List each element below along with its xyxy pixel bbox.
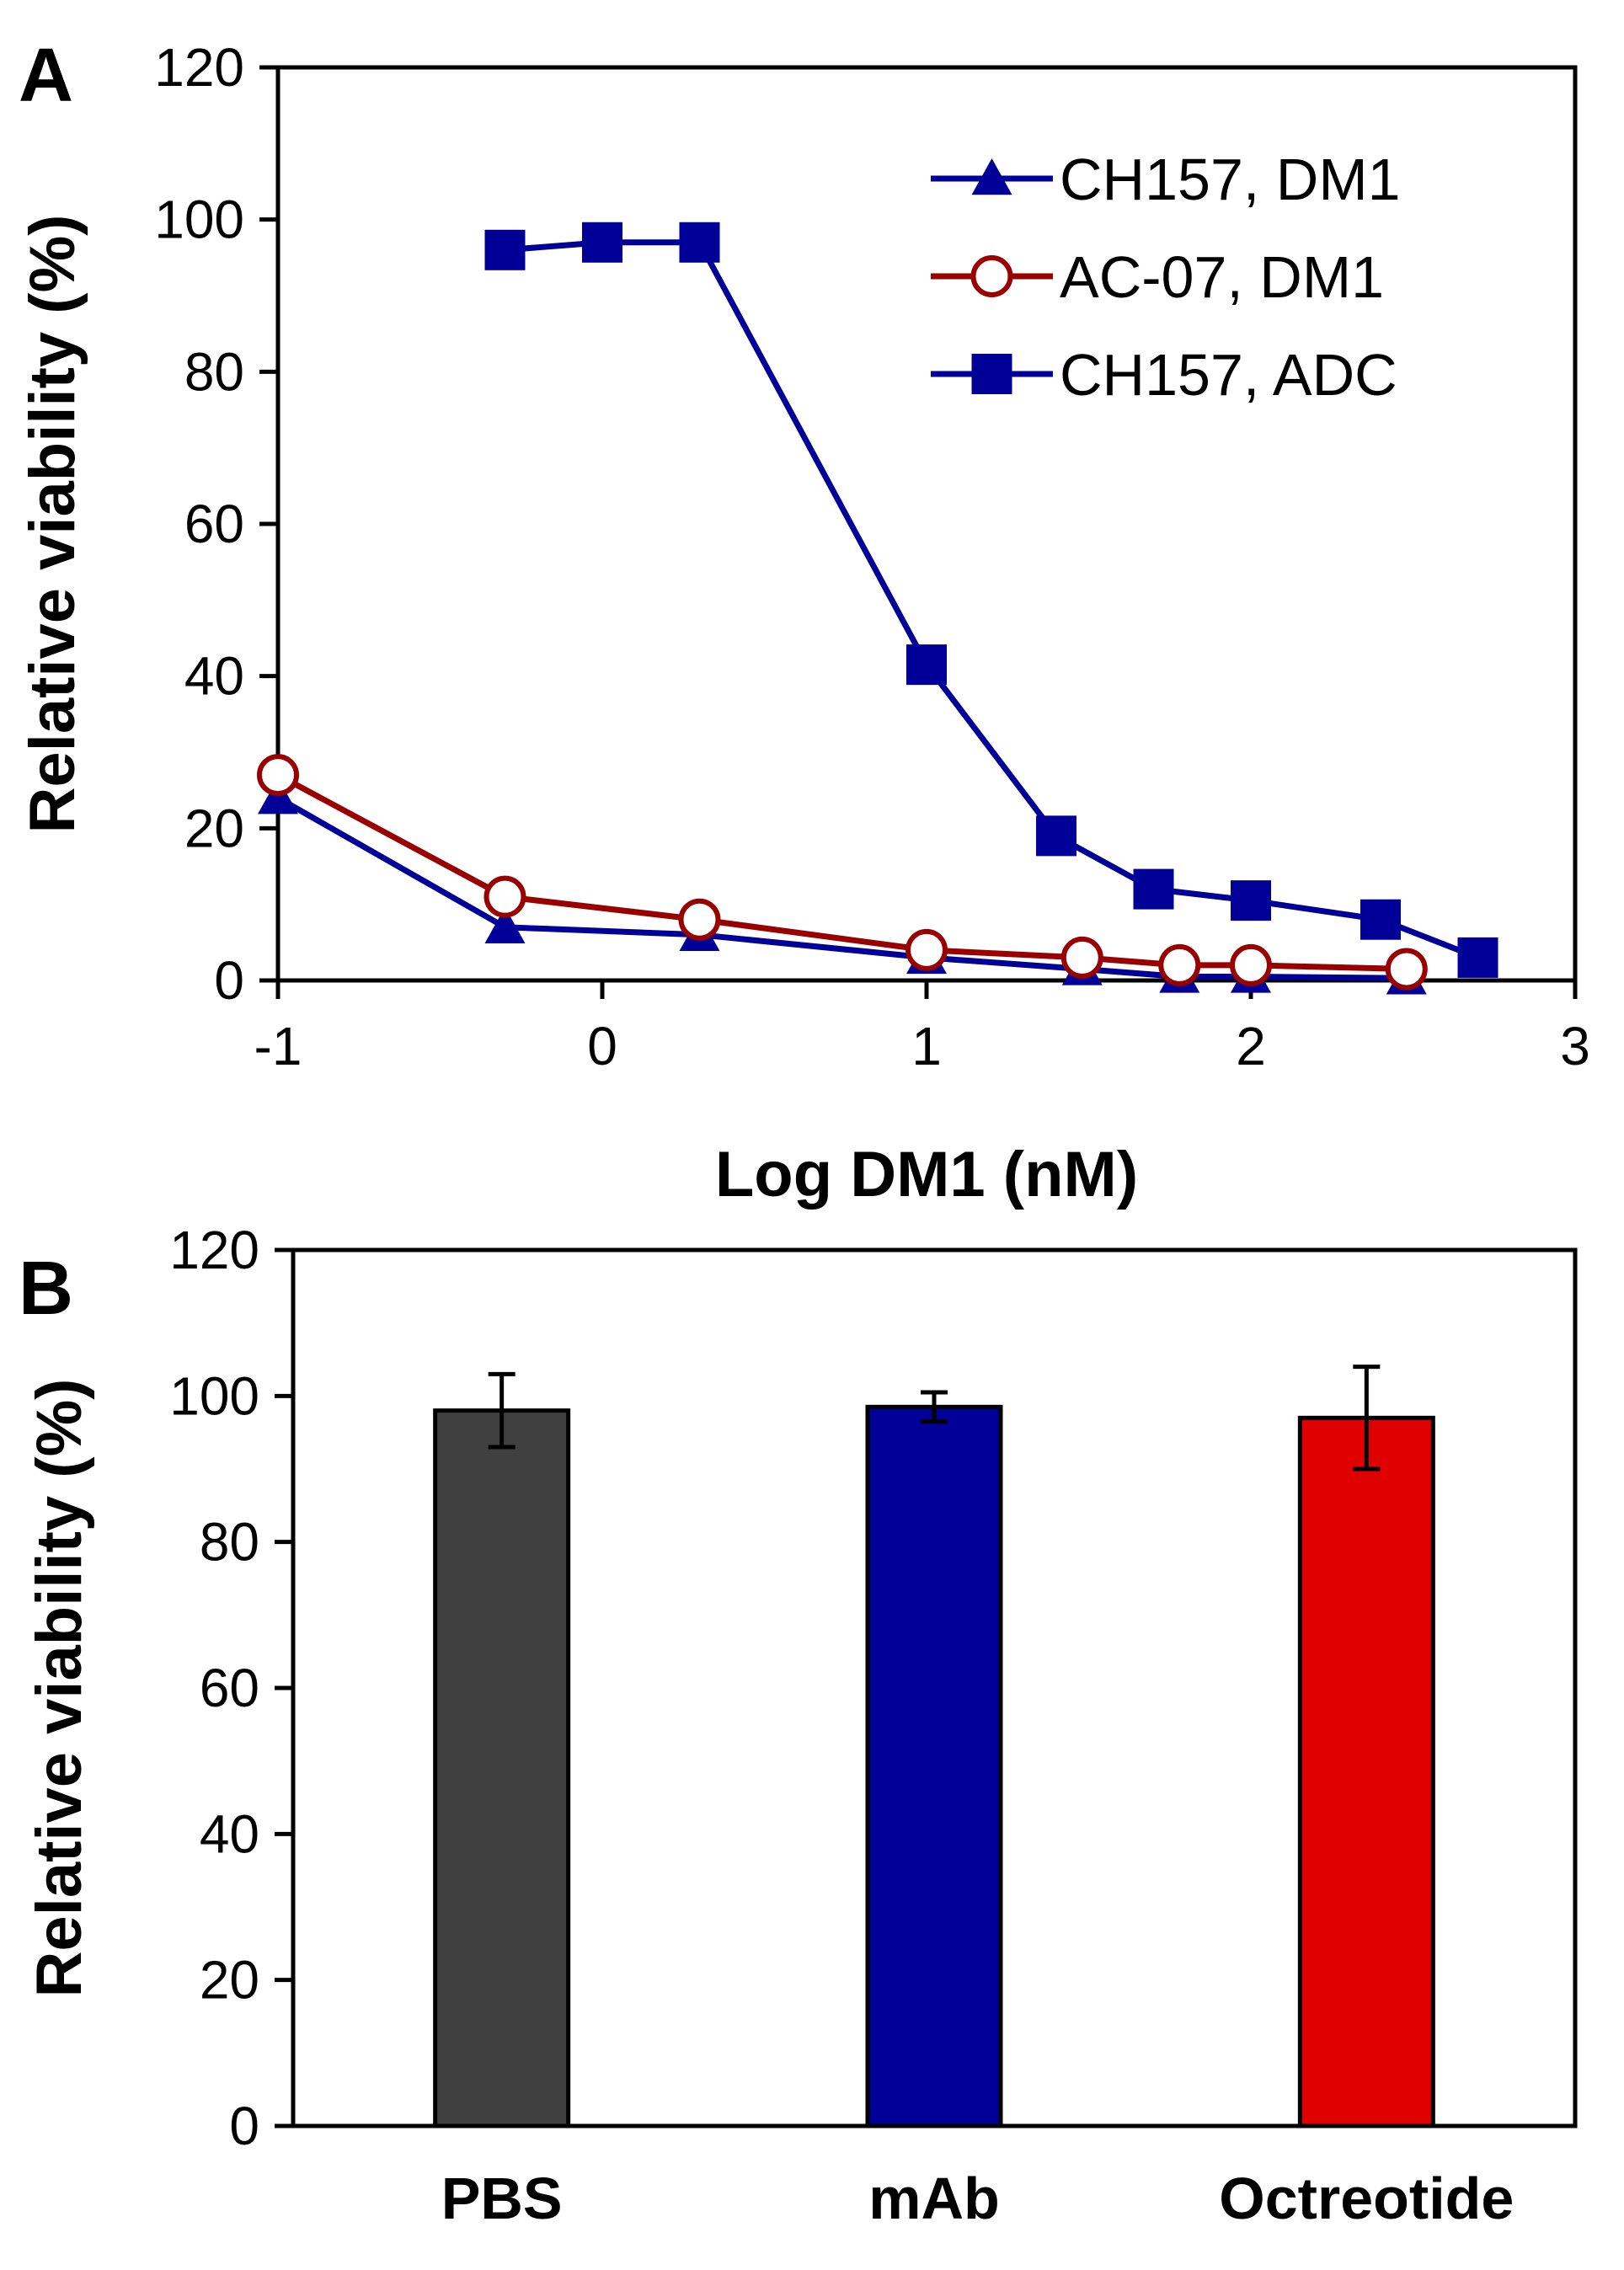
data-point <box>484 906 526 943</box>
category-label: Octreotide <box>1219 2166 1514 2231</box>
y-tick-label: 40 <box>200 1803 259 1864</box>
data-point <box>906 644 947 686</box>
panel-b-bar-chart: B 0 20 40 60 80 100 120 PBS mAb Octreotide Relat… <box>19 1220 1578 2231</box>
y-tick-label: 60 <box>184 494 244 554</box>
data-point <box>678 898 721 941</box>
data-point <box>679 222 720 263</box>
data-point <box>582 222 622 263</box>
panel-a-x-axis: -1 0 1 2 3 <box>254 980 1590 1076</box>
panel-a-x-axis-title: Log DM1 (nM) <box>715 1139 1138 1210</box>
x-tick-label: 1 <box>911 1016 942 1076</box>
legend-marker <box>970 255 1013 297</box>
y-tick-label: 20 <box>184 798 244 858</box>
y-tick-label: 100 <box>169 1365 259 1426</box>
x-tick-label: -1 <box>254 1016 302 1076</box>
data-point <box>483 875 526 918</box>
data-point <box>1060 936 1103 979</box>
legend-label: CH157, DM1 <box>1060 147 1401 212</box>
x-tick-label: 2 <box>1236 1016 1266 1076</box>
legend-marker <box>971 354 1012 394</box>
data-point <box>1133 868 1174 910</box>
category-label: mAb <box>868 2166 1000 2231</box>
panel-a-series-group <box>257 222 1498 995</box>
panel-b-letter: B <box>19 1247 73 1331</box>
data-point <box>1036 815 1076 857</box>
data-point <box>1385 948 1428 991</box>
data-point <box>1231 880 1271 921</box>
series-line <box>276 772 1407 972</box>
data-point <box>257 754 299 797</box>
x-tick-label: 3 <box>1560 1016 1590 1076</box>
data-point <box>484 229 526 270</box>
legend-label: CH157, ADC <box>1060 342 1397 408</box>
y-tick-label: 100 <box>154 190 244 250</box>
series-2 <box>484 222 1498 978</box>
y-tick-label: 120 <box>169 1220 259 1280</box>
panel-b-y-axis-title: Relative viability (%) <box>24 1379 95 1998</box>
series-1 <box>257 754 1428 991</box>
panel-b-y-axis: 0 20 40 60 80 100 120 <box>169 1220 293 2156</box>
legend-label: AC-07, DM1 <box>1060 244 1384 310</box>
y-tick-label: 120 <box>154 37 244 98</box>
y-tick-label: 80 <box>200 1512 259 1573</box>
bar <box>1297 1415 1435 2128</box>
x-tick-label: 0 <box>587 1016 617 1076</box>
y-tick-label: 60 <box>200 1658 259 1718</box>
data-point <box>1457 937 1498 978</box>
y-tick-label: 0 <box>229 2096 259 2156</box>
bar <box>865 1404 1003 2128</box>
category-label: PBS <box>441 2166 563 2231</box>
y-tick-label: 40 <box>184 646 244 707</box>
y-tick-label: 20 <box>200 1950 259 2011</box>
y-tick-label: 0 <box>214 950 244 1011</box>
y-tick-label: 80 <box>184 341 244 402</box>
panel-a-y-axis: 0 20 40 60 80 100 120 <box>154 37 278 1011</box>
panel-a-letter: A <box>19 34 73 118</box>
legend-marker <box>971 158 1012 195</box>
bar <box>433 1408 571 2128</box>
panel-a-y-axis-title: Relative viability (%) <box>17 215 88 834</box>
panel-b-bars-group <box>433 1365 1435 2128</box>
data-point <box>1158 943 1201 986</box>
data-point <box>1230 943 1272 986</box>
data-point <box>1360 899 1401 940</box>
panel-b-x-axis: PBS mAb Octreotide <box>441 2166 1514 2231</box>
data-point <box>905 928 948 971</box>
panel-a-legend: CH157, DM1 AC-07, DM1 CH157, ADC <box>931 147 1401 408</box>
